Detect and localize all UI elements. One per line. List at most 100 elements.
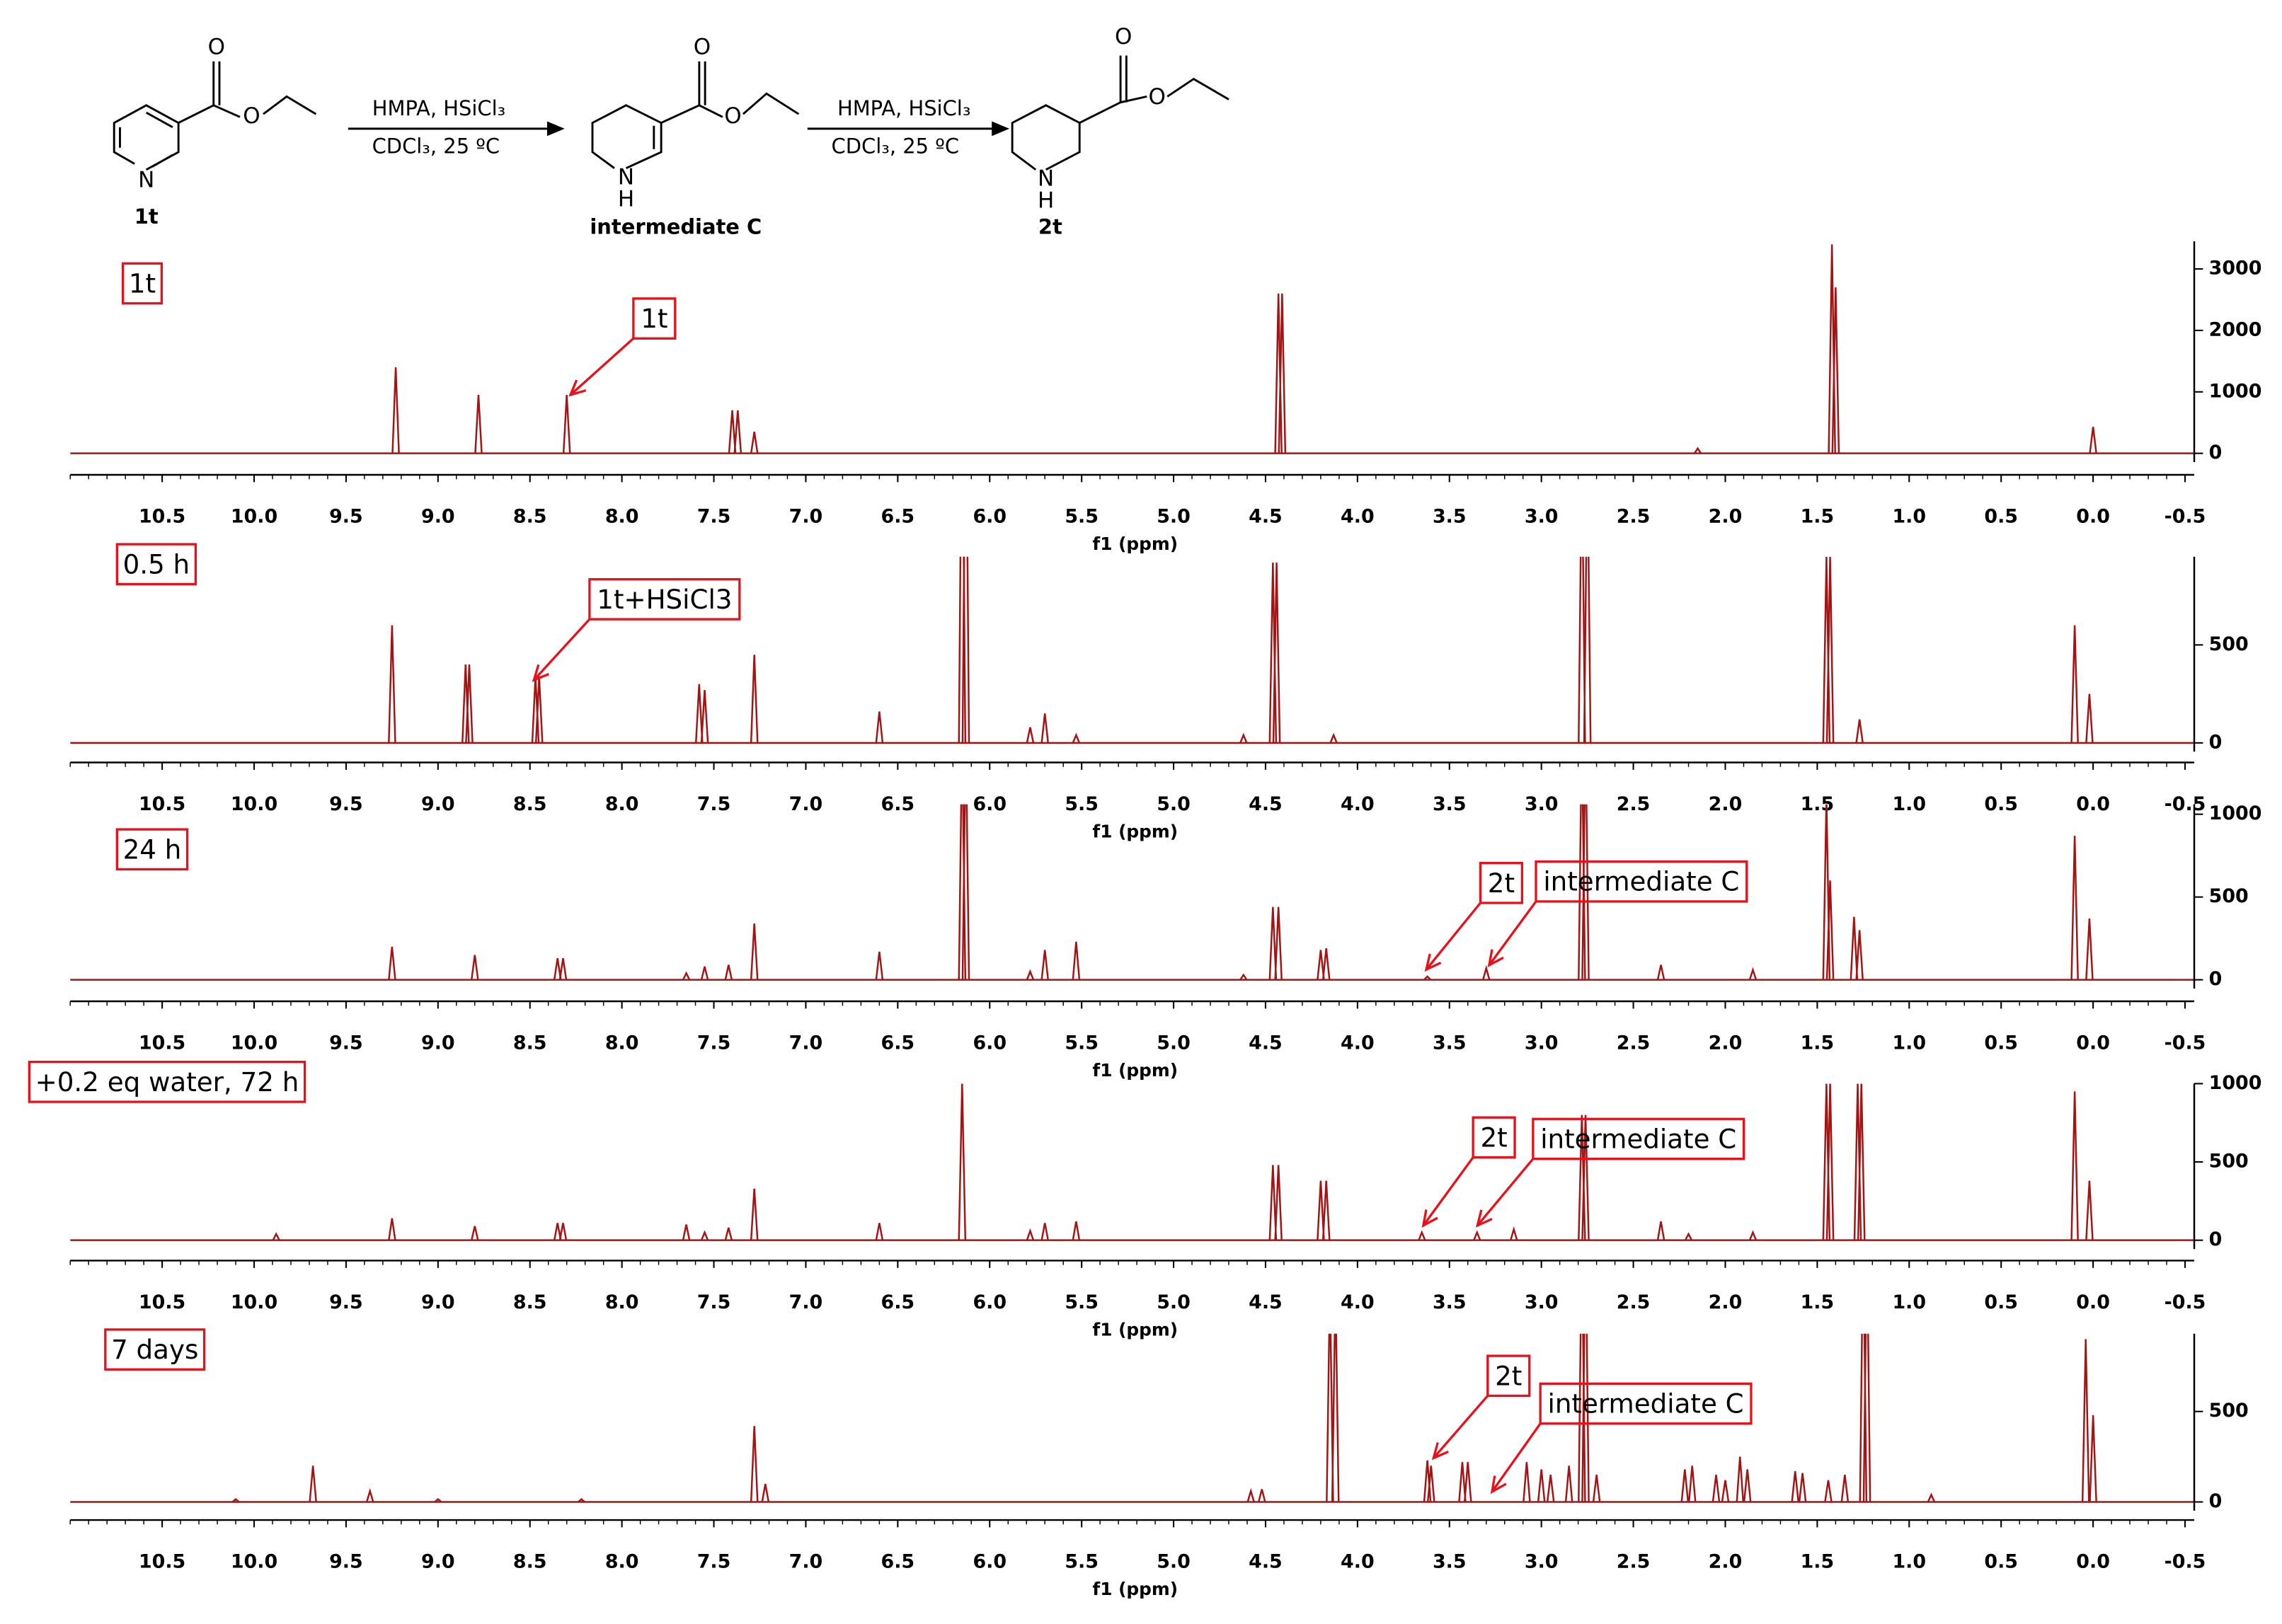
peak: [1583, 556, 1592, 743]
x-tick-label: 7.5: [697, 1291, 731, 1313]
annotation-arrow: [1488, 900, 1537, 966]
x-tick-label: 3.0: [1525, 1550, 1559, 1572]
x-tick-label: 4.0: [1341, 1291, 1375, 1313]
y-tick-label: 500: [2209, 885, 2249, 907]
plot-area: [70, 804, 2195, 981]
x-tick-label: 6.0: [973, 793, 1007, 815]
arrow-head: [1431, 1442, 1449, 1461]
label-box: [632, 297, 677, 340]
annotation: intermediate C: [1540, 1123, 1736, 1154]
label-box: [104, 1328, 206, 1371]
x-tick-label: 9.0: [421, 505, 455, 527]
peak: [388, 946, 396, 980]
y-tick-label: 0: [2209, 1228, 2223, 1250]
peak: [1268, 906, 1278, 980]
peak: [1072, 1221, 1081, 1240]
label-box: [1532, 1117, 1745, 1161]
peak: [750, 923, 759, 980]
label-box: [28, 1061, 306, 1103]
x-tick-label: 10.5: [139, 1032, 185, 1054]
x-tick-label: 3.0: [1525, 793, 1559, 815]
x-tick-label: 5.5: [1065, 1032, 1099, 1054]
annotation-arrow: [533, 618, 591, 681]
x-tick-label: 0.5: [1984, 1291, 2018, 1313]
annotation-arrow: [1425, 902, 1481, 971]
peak: [1258, 1489, 1266, 1502]
x-tick-label: 7.0: [789, 793, 823, 815]
x-tick-label: 6.0: [973, 505, 1007, 527]
x-tick-label: 5.0: [1157, 1550, 1191, 1572]
y-tick-label: 1000: [2209, 1072, 2262, 1094]
atom: N: [1038, 166, 1054, 192]
label-box: [1479, 861, 1524, 904]
compound-label: 1t: [134, 205, 159, 229]
peak: [1712, 1475, 1721, 1502]
x-tick-label: 8.0: [605, 793, 639, 815]
atom: O: [208, 35, 225, 60]
x-tick-label: 7.5: [697, 1032, 731, 1054]
spectrum-panel: 10.5 10.0 9.5 9.0 8.5 8.0 7.5 7.0 6.5 6.0 5.5 5.0 4.…: [69, 802, 2261, 1081]
label-box: [115, 828, 189, 871]
peak: [682, 1224, 691, 1240]
peak: [875, 1223, 884, 1240]
annotation-arrow: [1422, 1156, 1474, 1226]
x-tick-label: 0.0: [2076, 1550, 2110, 1572]
x-tick-label: 4.5: [1249, 1032, 1283, 1054]
peak: [1321, 948, 1331, 980]
peak: [1458, 1462, 1467, 1502]
peak: [1822, 804, 1831, 980]
conditions: CDCl₃, 25 ºC: [372, 134, 500, 159]
peak: [733, 410, 742, 454]
compound-label: 2t: [1038, 214, 1062, 238]
y-tick-label: 3000: [2209, 258, 2262, 280]
x-tick-label: 5.5: [1065, 1550, 1099, 1572]
x-tick-label: 3.0: [1525, 1291, 1559, 1313]
annotation: 1t: [641, 303, 667, 334]
label-box: [115, 543, 197, 586]
x-tick-label: -0.5: [2165, 505, 2206, 527]
peak: [1463, 1462, 1472, 1502]
peak: [750, 432, 759, 454]
peak: [1798, 1473, 1807, 1502]
plot-area: [70, 1333, 2195, 1503]
peak: [1509, 1226, 1518, 1241]
x-tick-label: 1.5: [1801, 1291, 1835, 1313]
x-tick-label: 9.5: [329, 505, 363, 527]
spectrum-panel: 10.5 10.0 9.5 9.0 8.5 8.0 7.5 7.0 6.5 6.0 5.5 5.0 4.…: [69, 241, 2262, 554]
y-tick-label: 0: [2209, 731, 2223, 753]
peak: [1239, 973, 1248, 981]
x-tick-label: 8.5: [513, 1032, 547, 1054]
x-tick-label: 10.5: [139, 793, 185, 815]
peak: [471, 955, 479, 980]
panel-label: 0.5 h: [123, 548, 190, 580]
x-tick-label: 9.0: [421, 1550, 455, 1572]
x-tick-label: 0.0: [2076, 1032, 2110, 1054]
peak: [875, 951, 884, 980]
panel-label: 7 days: [111, 1334, 198, 1365]
annotation: intermediate C: [1543, 866, 1739, 897]
peak: [1748, 967, 1758, 980]
x-tick-label: 6.5: [881, 505, 915, 527]
x-tick-label: 5.5: [1065, 1291, 1099, 1313]
peak: [1278, 293, 1287, 454]
x-tick-label: 6.0: [973, 1291, 1007, 1313]
y-tick-label: 500: [2209, 633, 2249, 655]
atom: H: [1038, 188, 1054, 214]
x-tick-label: 0.0: [2076, 1291, 2110, 1313]
arrow-head: [1475, 1209, 1493, 1228]
x-tick-label: 0.0: [2076, 505, 2110, 527]
annotation-arrow: [1491, 1422, 1542, 1492]
annotation: 2t: [1488, 868, 1515, 899]
peak: [1317, 950, 1325, 980]
x-tick-label: 0.5: [1984, 1032, 2018, 1054]
x-tick-label: 3.0: [1525, 505, 1559, 527]
peak: [1427, 1465, 1435, 1502]
peak: [562, 395, 571, 454]
atom: N: [138, 168, 154, 193]
x-tick-label: 4.0: [1341, 505, 1375, 527]
peak: [700, 966, 709, 980]
x-tick-label: 3.5: [1433, 1550, 1467, 1572]
x-tick-label: 1.0: [1892, 1032, 1926, 1054]
peak: [1246, 1487, 1255, 1502]
